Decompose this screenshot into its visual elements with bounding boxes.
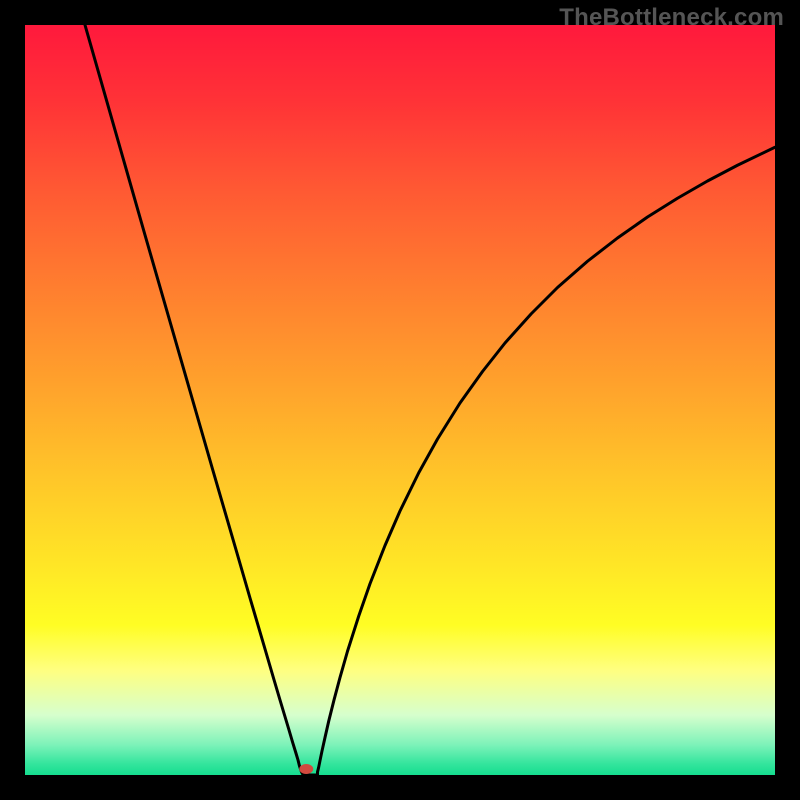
optimum-marker-icon	[299, 764, 313, 774]
chart-canvas	[0, 0, 800, 800]
gradient-background	[25, 25, 775, 775]
plot-area	[25, 25, 775, 775]
watermark-label: TheBottleneck.com	[559, 4, 784, 32]
